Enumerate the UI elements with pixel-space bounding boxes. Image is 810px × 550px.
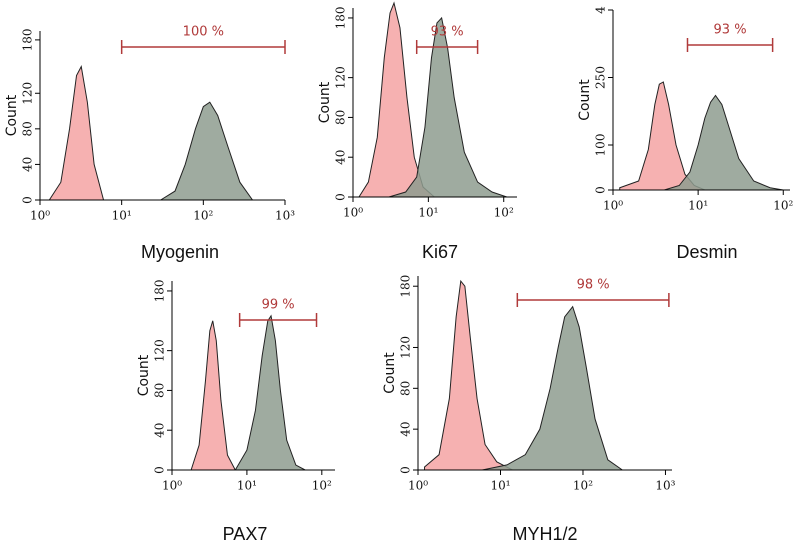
x-tick-label: 10² — [773, 199, 793, 213]
gate-label: 93 % — [431, 25, 464, 40]
histogram-area — [158, 101, 254, 201]
x-axis-label: Desmin — [676, 242, 737, 262]
y-tick-label: 0 — [399, 466, 413, 474]
y-tick-label: 180 — [21, 28, 35, 51]
y-tick-label: 0 — [21, 196, 35, 204]
y-tick-label: 80 — [334, 110, 348, 125]
y-axis-label: Count — [382, 352, 398, 394]
x-tick-label: 10² — [573, 479, 593, 493]
y-tick-label: 40 — [153, 423, 167, 438]
y-axis-label: Count — [136, 354, 152, 396]
y-tick-label: 4 — [594, 6, 608, 14]
y-tick-label: 120 — [153, 339, 167, 362]
x-axis-label: Ki67 — [422, 242, 458, 262]
y-axis-label: Count — [317, 81, 333, 123]
x-tick-label: 10¹ — [688, 199, 708, 213]
x-tick-label: 10³ — [655, 479, 675, 493]
x-tick-label: 10² — [312, 479, 332, 493]
histogram-area — [48, 65, 105, 201]
y-tick-label: 80 — [153, 383, 167, 398]
x-tick-label: 10⁰ — [162, 479, 182, 493]
x-axis-label: PAX7 — [223, 524, 268, 544]
histogram-area — [190, 320, 237, 471]
y-tick-label: 180 — [153, 279, 167, 302]
histogram-area — [664, 94, 784, 191]
x-axis-label: MYH1/2 — [512, 524, 577, 544]
y-tick-label: 40 — [334, 150, 348, 165]
y-tick-label: 120 — [21, 82, 35, 105]
x-tick-label: 10⁰ — [343, 206, 363, 220]
gate-label: 93 % — [714, 23, 747, 38]
y-tick-label: 40 — [399, 422, 413, 437]
x-tick-label: 10¹ — [112, 209, 132, 223]
x-tick-label: 10² — [494, 206, 514, 220]
y-axis-label: Count — [577, 79, 593, 121]
gate-label: 99 % — [262, 298, 295, 313]
y-tick-label: 0 — [153, 466, 167, 474]
x-tick-label: 10⁰ — [30, 209, 50, 223]
y-tick-label: 0 — [594, 186, 608, 194]
x-tick-label: 10¹ — [490, 479, 510, 493]
x-tick-label: 10¹ — [418, 206, 438, 220]
y-tick-label: 250 — [594, 66, 608, 89]
gate-label: 100 % — [183, 25, 224, 40]
y-tick-label: 100 — [594, 134, 608, 157]
x-tick-label: 10³ — [275, 209, 295, 223]
x-tick-label: 10² — [193, 209, 213, 223]
y-tick-label: 120 — [334, 66, 348, 89]
y-tick-label: 180 — [334, 6, 348, 29]
y-tick-label: 120 — [399, 336, 413, 359]
x-tick-label: 10¹ — [237, 479, 257, 493]
y-tick-label: 180 — [399, 275, 413, 298]
y-axis-label: Count — [4, 94, 20, 136]
y-tick-label: 40 — [21, 157, 35, 172]
x-axis-label: Myogenin — [141, 242, 219, 262]
histogram-area — [388, 16, 508, 198]
gate-label: 98 % — [577, 278, 610, 293]
y-tick-label: 80 — [399, 381, 413, 396]
y-tick-label: 80 — [21, 121, 35, 136]
x-tick-label: 10⁰ — [603, 199, 623, 213]
histogram-area — [424, 279, 513, 471]
histogram-area — [482, 305, 624, 471]
y-tick-label: 0 — [334, 193, 348, 201]
x-tick-label: 10⁰ — [408, 479, 428, 493]
histogram-area — [234, 314, 306, 471]
